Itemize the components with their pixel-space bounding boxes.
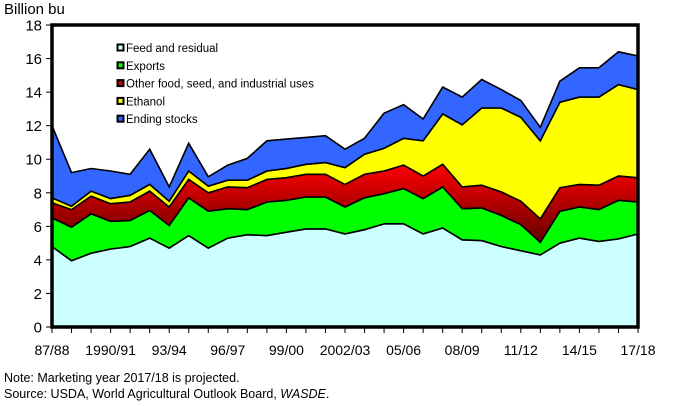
- legend: Feed and residual Exports Other food, seed…: [116, 43, 314, 126]
- y-tick-label: 2: [34, 286, 42, 303]
- x-tick-label: 17/18: [620, 342, 655, 358]
- source-prefix: Source: USDA, World Agricultural Outlook…: [4, 387, 281, 401]
- source-text: Source: USDA, World Agricultural Outlook…: [4, 387, 329, 401]
- legend-swatch-feed-and-residual: [116, 43, 125, 52]
- x-tick-label: 1990/91: [85, 342, 136, 358]
- y-tick-label: 10: [25, 152, 42, 169]
- legend-label-other-food-seed-and-industrial-uses: Other food, seed, and industrial uses: [126, 79, 314, 91]
- x-tick-label: 96/97: [210, 342, 245, 358]
- y-tick-label: 16: [25, 51, 42, 68]
- x-tick-label: 2002/03: [320, 342, 371, 358]
- legend-label-exports: Exports: [126, 61, 165, 73]
- legend-label-feed-and-residual: Feed and residual: [126, 43, 218, 55]
- y-axis-title: Billion bu: [4, 1, 65, 18]
- legend-swatch-ethanol: [116, 96, 125, 105]
- legend-swatch-other-food-seed-and-industrial-uses: [116, 79, 125, 88]
- y-tick-label: 8: [34, 185, 42, 202]
- y-tick-label: 6: [34, 219, 42, 236]
- legend-swatch-ending-stocks: [116, 114, 125, 123]
- y-tick-label: 14: [25, 85, 42, 102]
- legend-label-ethanol: Ethanol: [126, 96, 165, 108]
- legend-swatch-exports: [116, 61, 125, 70]
- axes: 0 2 4 6 8 10 12 14 16 18 87/88 1990/91 93/94 96/97 99/…: [25, 18, 655, 359]
- x-tick-label: 05/06: [386, 342, 421, 358]
- stacked-area-chart: 0 2 4 6 8 10 12 14 16 18 87/88 1990/91 93/94 96/97 99/…: [25, 18, 655, 359]
- x-tick-label: 11/12: [504, 342, 538, 358]
- area-layers: [51, 50, 639, 328]
- x-tick-label: 08/09: [445, 342, 480, 358]
- legend-label-ending-stocks: Ending stocks: [126, 114, 198, 126]
- source-italic: WASDE: [280, 387, 326, 401]
- source-suffix: .: [325, 387, 330, 401]
- note-text: Note: Marketing year 2017/18 is projecte…: [4, 371, 240, 385]
- y-tick-label: 18: [25, 18, 42, 35]
- y-tick-label: 0: [34, 320, 42, 337]
- x-tick-label: 87/88: [34, 342, 69, 358]
- x-tick-label: 14/15: [562, 342, 597, 358]
- x-tick-label: 99/00: [269, 342, 304, 358]
- y-tick-label: 4: [34, 252, 42, 269]
- y-tick-label: 12: [25, 118, 42, 135]
- x-tick-label: 93/94: [152, 342, 187, 358]
